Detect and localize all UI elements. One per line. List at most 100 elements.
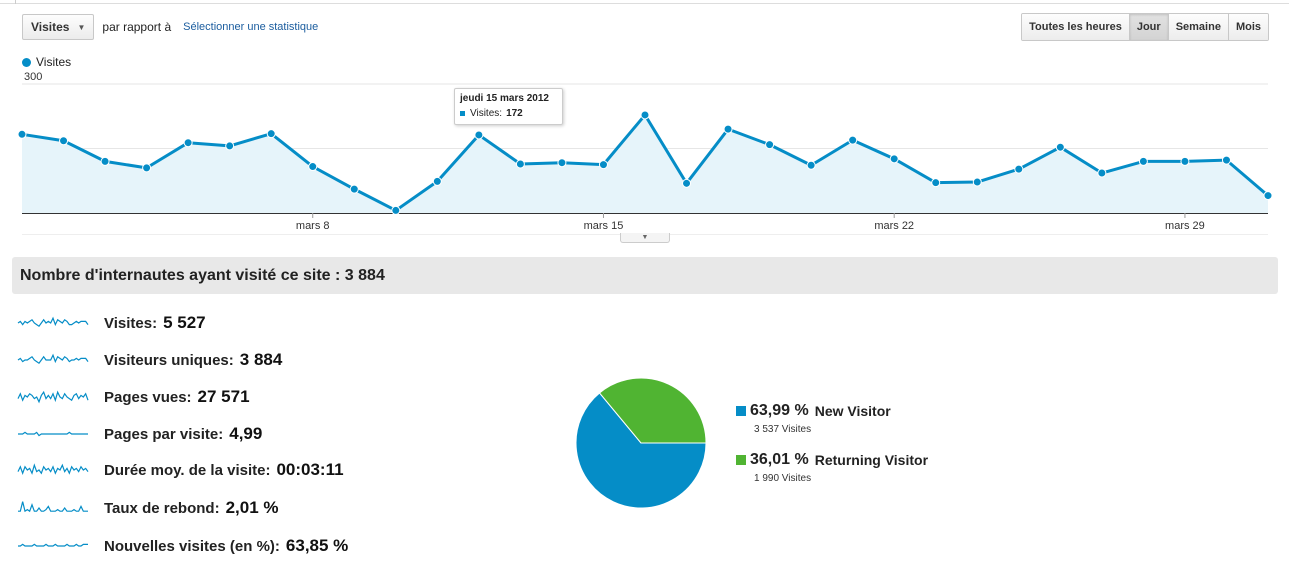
metric-label: Visiteurs uniques: [104,351,234,369]
sparkline [17,463,89,475]
data-point [889,154,899,164]
tooltip-label: Visites: [470,108,503,119]
metric-label: Pages par visite: [104,425,224,443]
series-dot-icon [22,57,31,67]
data-point [1221,155,1231,165]
data-point [765,140,775,150]
chevron-down-icon: ▼ [641,234,649,241]
new-visitor-count: 3 537 Visites [754,424,812,435]
sparkline [17,316,89,328]
metric-value: 3 884 [239,350,283,369]
visitor-pie-chart [575,377,707,509]
data-point [100,156,110,166]
sparkline [17,353,89,365]
period-button-hourly[interactable]: Toutes les heures [1022,14,1129,40]
metric-value: 63,85 % [285,536,349,555]
data-point [474,130,484,140]
metric-value: 27 571 [197,387,250,406]
data-point [59,136,69,146]
data-point [972,177,982,187]
new-visitor-percent: 63,99 % [750,402,809,419]
data-point [806,160,816,170]
pie-legend-new: 63,99 % New Visitor 3 537 Visites [736,402,891,435]
data-point [931,178,941,188]
period-button-day[interactable]: Jour [1128,14,1168,40]
returning-visitor-percent: 36,01 % [750,451,809,468]
returning-visitor-count: 1 990 Visites [754,473,812,484]
returning-visitor-swatch-icon [736,455,746,465]
data-point [391,205,401,215]
period-selector: Toutes les heures Jour Semaine Mois [1021,13,1269,41]
metric-row: Visiteurs uniques: 3 884 [16,345,282,375]
compare-text: par rapport à [102,20,172,34]
sparkline [17,390,89,404]
metric-select[interactable]: Visites ▼ [22,14,95,40]
sparkline-icon [17,463,89,475]
data-point [1263,191,1273,201]
sparkline-icon [18,543,88,547]
metric-label: Visites: [104,314,158,332]
data-point [225,141,235,151]
metric-row: Pages vues: 27 571 [16,382,250,412]
expand-chart-handle[interactable]: ▼ [620,233,670,243]
period-button-week[interactable]: Semaine [1167,14,1228,40]
x-tick-label: mars 15 [584,220,624,232]
summary-heading: Nombre d'internautes ayant visité ce sit… [12,257,1278,294]
new-visitor-label: New Visitor [814,403,891,419]
pie-legend-returning: 36,01 % Returning Visitor 1 990 Visites [736,451,928,484]
metric-value: 00:03:11 [276,460,344,479]
metric-row: Nouvelles visites (en %): 63,85 % [16,531,348,561]
data-point [432,176,442,186]
sparkline [18,431,88,437]
sparkline-icon [17,316,89,328]
data-point [598,160,608,170]
sparkline-icon [17,353,89,365]
legend-label: Visites [36,55,72,69]
returning-visitor-label: Returning Visitor [814,452,929,468]
data-point [266,129,276,139]
data-point [515,159,525,169]
metric-label: Nouvelles visites (en %): [104,537,280,555]
period-button-month[interactable]: Mois [1227,14,1268,40]
sparkline [18,501,88,513]
chart-legend[interactable]: Visites [22,55,71,69]
x-tick-label: mars 8 [296,220,330,232]
metric-value: 4,99 [229,424,263,443]
top-border [0,0,1289,4]
pie-slice-returning-visitor [598,377,707,444]
data-point [349,184,359,194]
chart-toolbar: Visites ▼ par rapport à Sélectionner une… [22,14,318,40]
series-area [22,114,1268,213]
data-point [1138,156,1148,166]
new-visitor-swatch-icon [736,406,746,416]
sparkline-icon [18,431,88,437]
metric-row: Pages par visite: 4,99 [16,419,262,449]
metric-label: Pages vues: [104,388,192,406]
data-point [1014,164,1024,174]
data-point [640,110,650,120]
tooltip-series-icon [460,111,465,116]
x-tick-label: mars 29 [1165,220,1205,232]
metric-select-label: Visites [31,20,70,34]
y-tick-label: 300 [24,71,42,83]
data-point [17,129,27,139]
data-point [1097,168,1107,178]
tooltip-date: jeudi 15 mars 2012 [460,93,549,104]
select-stat-link[interactable]: Sélectionner une statistique [183,21,319,33]
sparkline-icon [18,501,88,513]
metric-value: 2,01 % [225,498,279,517]
sparkline [18,543,88,547]
sparkline-icon [17,390,89,404]
data-point [1180,156,1190,166]
metric-row: Taux de rebond: 2,01 % [16,493,279,523]
data-point [308,162,318,172]
data-point [848,135,858,145]
metric-row: Durée moy. de la visite: 00:03:11 [16,455,344,485]
data-point [142,163,152,173]
data-point [682,178,692,188]
pie-slice-new-visitor [575,392,707,509]
data-point [1055,142,1065,152]
tab-edge [0,0,16,4]
metric-value: 5 527 [163,313,206,332]
